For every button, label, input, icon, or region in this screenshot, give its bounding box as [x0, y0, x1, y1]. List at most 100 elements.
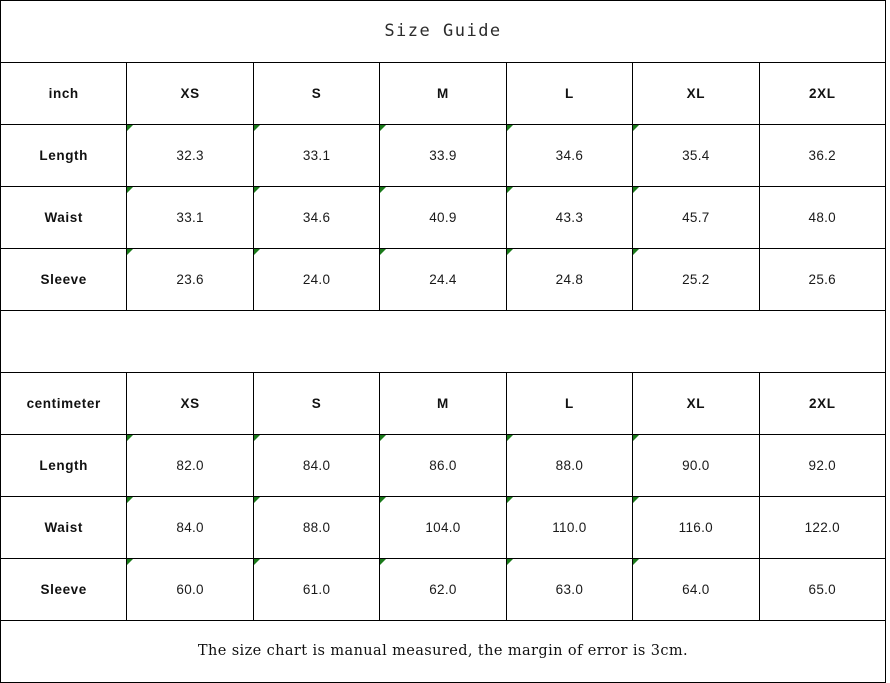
centimeter-row-label-sleeve-text: Sleeve	[40, 581, 87, 597]
inch-length-2xl-value: 36.2	[808, 147, 836, 163]
inch-sleeve-l: 24.8	[505, 248, 634, 311]
centimeter-waist-m-value: 104.0	[425, 519, 461, 535]
inch-header-row: inch XS S M L XL 2XL	[0, 62, 887, 125]
centimeter-length-2xl: 92.0	[758, 434, 887, 497]
centimeter-waist-s: 88.0	[252, 496, 381, 559]
centimeter-length-l-value: 88.0	[555, 457, 584, 473]
table-row: Length 32.3 33.1 33.9 34.6 35.4	[0, 124, 887, 187]
inch-sleeve-m-value: 24.4	[429, 271, 457, 287]
inch-header-2xl-label: 2XL	[808, 85, 836, 101]
inch-header-s-label: S	[311, 85, 322, 101]
inch-length-xl-value: 35.4	[682, 147, 710, 163]
spacer-row	[0, 310, 886, 373]
centimeter-row-label-sleeve: Sleeve	[0, 558, 128, 621]
measurement-note-text: The size chart is manual measured, the m…	[197, 643, 689, 660]
centimeter-waist-xs-value: 84.0	[176, 519, 204, 535]
centimeter-length-s: 84.0	[252, 434, 381, 497]
table-row: Waist 84.0 88.0 104.0 110.0 116.0	[0, 496, 887, 559]
centimeter-unit-header-label: centimeter	[26, 395, 101, 411]
inch-header-xs: XS	[126, 62, 254, 125]
inch-waist-xl-value: 45.7	[682, 209, 710, 225]
centimeter-sleeve-xl-value: 64.0	[682, 581, 710, 597]
centimeter-header-xl: XL	[632, 372, 760, 435]
centimeter-sleeve-l-value: 63.0	[555, 581, 584, 597]
centimeter-length-xs: 82.0	[126, 434, 254, 497]
inch-waist-l-value: 43.3	[555, 209, 584, 225]
centimeter-header-l: L	[505, 372, 634, 435]
inch-waist-xs-value: 33.1	[176, 209, 204, 225]
inch-waist-s-value: 34.6	[302, 209, 331, 225]
centimeter-sleeve-xs: 60.0	[126, 558, 254, 621]
centimeter-length-xs-value: 82.0	[176, 457, 204, 473]
page-title-text: Size Guide	[384, 21, 502, 41]
centimeter-sleeve-s-value: 61.0	[302, 581, 331, 597]
centimeter-header-s: S	[252, 372, 381, 435]
inch-waist-l: 43.3	[505, 186, 634, 249]
inch-sleeve-m: 24.4	[379, 248, 507, 311]
centimeter-header-s-label: S	[311, 395, 322, 411]
centimeter-sleeve-2xl: 65.0	[758, 558, 887, 621]
centimeter-sleeve-2xl-value: 65.0	[808, 581, 836, 597]
inch-row-label-length: Length	[0, 124, 128, 187]
centimeter-sleeve-m-value: 62.0	[429, 581, 457, 597]
inch-sleeve-l-value: 24.8	[555, 271, 584, 287]
centimeter-header-xs-label: XS	[180, 395, 200, 411]
centimeter-header-2xl: 2XL	[758, 372, 887, 435]
centimeter-waist-2xl-value: 122.0	[804, 519, 840, 535]
centimeter-length-xl: 90.0	[632, 434, 760, 497]
centimeter-header-m: M	[379, 372, 507, 435]
inch-length-l-value: 34.6	[555, 147, 584, 163]
centimeter-row-label-waist: Waist	[0, 496, 128, 559]
inch-length-xs: 32.3	[126, 124, 254, 187]
centimeter-length-l: 88.0	[505, 434, 634, 497]
inch-length-xs-value: 32.3	[176, 147, 204, 163]
footer-row: The size chart is manual measured, the m…	[0, 620, 886, 683]
inch-length-m: 33.9	[379, 124, 507, 187]
inch-sleeve-xl-value: 25.2	[682, 271, 710, 287]
centimeter-waist-2xl: 122.0	[758, 496, 887, 559]
centimeter-waist-s-value: 88.0	[302, 519, 331, 535]
centimeter-length-s-value: 84.0	[302, 457, 331, 473]
centimeter-header-xs: XS	[126, 372, 254, 435]
inch-sleeve-s-value: 24.0	[302, 271, 331, 287]
inch-waist-xs: 33.1	[126, 186, 254, 249]
inch-header-m-label: M	[437, 85, 449, 101]
centimeter-header-xl-label: XL	[686, 395, 706, 411]
centimeter-row-label-length-text: Length	[39, 457, 88, 473]
centimeter-length-xl-value: 90.0	[682, 457, 710, 473]
measurement-note: The size chart is manual measured, the m…	[0, 620, 886, 683]
centimeter-waist-xl-value: 116.0	[678, 519, 713, 535]
table-row: Sleeve 23.6 24.0 24.4 24.8 25.2	[0, 248, 887, 311]
table-spacer	[0, 310, 886, 373]
inch-header-xl: XL	[632, 62, 760, 125]
inch-length-s: 33.1	[252, 124, 381, 187]
centimeter-waist-xs: 84.0	[126, 496, 254, 559]
inch-row-label-sleeve-text: Sleeve	[40, 271, 87, 287]
centimeter-unit-header: centimeter	[0, 372, 128, 435]
inch-length-m-value: 33.9	[429, 147, 457, 163]
inch-unit-header-label: inch	[48, 85, 79, 101]
inch-waist-2xl-value: 48.0	[808, 209, 836, 225]
inch-sleeve-2xl: 25.6	[758, 248, 887, 311]
table-row: Length 82.0 84.0 86.0 88.0 90.0	[0, 434, 887, 497]
inch-waist-2xl: 48.0	[758, 186, 887, 249]
inch-row-label-waist: Waist	[0, 186, 128, 249]
centimeter-header-m-label: M	[437, 395, 449, 411]
inch-header-xl-label: XL	[686, 85, 706, 101]
inch-header-l-label: L	[564, 85, 574, 101]
centimeter-row-label-length: Length	[0, 434, 128, 497]
inch-sleeve-xs-value: 23.6	[176, 271, 204, 287]
inch-length-2xl: 36.2	[758, 124, 887, 187]
inch-header-s: S	[252, 62, 381, 125]
inch-waist-m: 40.9	[379, 186, 507, 249]
inch-waist-s: 34.6	[252, 186, 381, 249]
inch-header-m: M	[379, 62, 507, 125]
centimeter-sleeve-l: 63.0	[505, 558, 634, 621]
inch-sleeve-2xl-value: 25.6	[808, 271, 836, 287]
centimeter-length-m-value: 86.0	[429, 457, 457, 473]
inch-sleeve-xl: 25.2	[632, 248, 760, 311]
inch-waist-xl: 45.7	[632, 186, 760, 249]
centimeter-header-row: centimeter XS S M L XL 2XL	[0, 372, 887, 435]
